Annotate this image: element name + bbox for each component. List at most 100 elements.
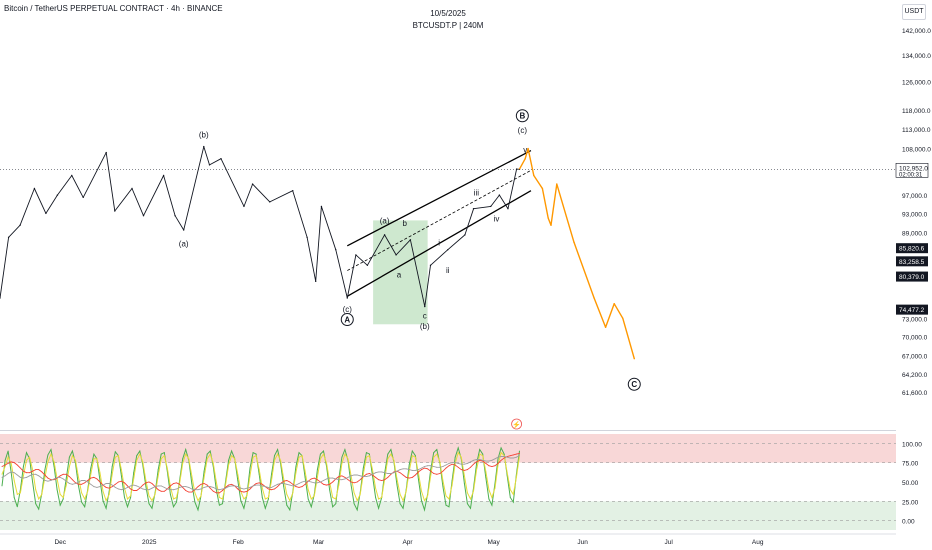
countdown-label: 02:00:31 bbox=[899, 172, 923, 178]
osc-point-2-147 bbox=[451, 463, 453, 465]
osc-point-0-84 bbox=[258, 473, 260, 475]
osc-point-0-68 bbox=[209, 450, 211, 452]
osc-point-1-32 bbox=[99, 472, 101, 474]
osc-point-0-41 bbox=[127, 506, 128, 508]
level-price-box bbox=[896, 243, 928, 254]
osc-point-3-92 bbox=[283, 483, 285, 484]
osc-point-1-130 bbox=[399, 493, 401, 495]
osc-point-0-42 bbox=[130, 497, 132, 498]
price-tick-label: 70,000.0 bbox=[902, 334, 928, 341]
osc-point-0-63 bbox=[194, 501, 196, 503]
osc-point-1-166 bbox=[509, 489, 511, 491]
osc-point-1-122 bbox=[375, 487, 377, 489]
osc-point-3-59 bbox=[182, 486, 184, 488]
osc-point-0-151 bbox=[463, 483, 465, 484]
osc-point-1-98 bbox=[301, 455, 303, 457]
osc-point-1-42 bbox=[130, 495, 132, 497]
osc-point-2-139 bbox=[427, 468, 429, 470]
osc-point-3-147 bbox=[451, 462, 453, 464]
osc-point-3-117 bbox=[359, 475, 361, 477]
osc-point-1-26 bbox=[81, 492, 83, 494]
osc-point-1-41 bbox=[127, 498, 128, 500]
osc-point-1-87 bbox=[267, 497, 269, 498]
wave-label: v bbox=[523, 145, 527, 154]
osc-point-0-40 bbox=[124, 497, 125, 498]
osc-point-1-33 bbox=[102, 490, 104, 492]
osc-point-1-1 bbox=[4, 466, 6, 467]
osc-point-2-46 bbox=[142, 484, 144, 486]
osc-point-2-11 bbox=[35, 469, 37, 471]
currency-button[interactable]: USDT bbox=[902, 4, 926, 20]
projection-point-2 bbox=[527, 147, 529, 150]
osc-point-2-8 bbox=[26, 472, 27, 474]
osc-point-1-30 bbox=[93, 458, 95, 460]
osc-point-3-70 bbox=[215, 488, 217, 490]
osc-point-2-156 bbox=[479, 459, 481, 461]
osc-point-1-131 bbox=[402, 500, 404, 502]
osc-point-2-95 bbox=[292, 483, 294, 485]
osc-point-2-66 bbox=[203, 483, 205, 484]
osc-point-1-97 bbox=[298, 456, 300, 458]
osc-point-1-3 bbox=[10, 462, 12, 464]
osc-point-2-65 bbox=[200, 483, 202, 485]
osc-point-0-131 bbox=[402, 507, 404, 509]
osc-point-2-56 bbox=[173, 483, 174, 484]
wave-label: iii bbox=[474, 188, 480, 197]
osc-point-1-95 bbox=[292, 492, 294, 494]
osc-point-2-137 bbox=[421, 469, 422, 471]
osc-point-0-129 bbox=[396, 484, 398, 486]
osc-point-1-75 bbox=[231, 455, 233, 457]
osc-point-2-87 bbox=[267, 488, 269, 490]
osc-point-0-116 bbox=[356, 509, 358, 511]
osc-point-2-14 bbox=[44, 474, 46, 476]
price-point-14 bbox=[182, 229, 185, 231]
osc-point-1-17 bbox=[53, 461, 55, 463]
osc-point-0-101 bbox=[310, 506, 312, 508]
osc-point-2-21 bbox=[65, 473, 67, 475]
osc-point-3-132 bbox=[405, 468, 407, 470]
osc-point-1-68 bbox=[209, 453, 211, 455]
wave-label: b bbox=[402, 219, 407, 228]
osc-point-3-122 bbox=[375, 472, 377, 474]
wave-circle-16 bbox=[627, 377, 641, 391]
projection-point-13 bbox=[633, 358, 635, 360]
pane-separator[interactable] bbox=[0, 430, 896, 431]
osc-point-1-8 bbox=[26, 459, 27, 461]
osc-point-1-150 bbox=[460, 456, 462, 458]
osc-point-2-37 bbox=[114, 483, 116, 485]
osc-point-2-103 bbox=[316, 479, 318, 481]
osc-point-1-151 bbox=[463, 475, 465, 477]
osc-point-3-94 bbox=[289, 484, 291, 486]
osc-point-0-96 bbox=[295, 466, 297, 467]
osc-point-3-64 bbox=[197, 489, 199, 491]
osc-point-1-46 bbox=[142, 461, 144, 463]
osc-point-3-169 bbox=[519, 455, 520, 457]
osc-point-1-93 bbox=[286, 493, 288, 495]
osc-point-2-112 bbox=[344, 476, 346, 478]
shaded-zone bbox=[373, 220, 428, 325]
osc-point-3-102 bbox=[313, 482, 315, 484]
osc-point-3-109 bbox=[335, 478, 337, 480]
osc-point-3-167 bbox=[512, 457, 514, 459]
osc-point-1-50 bbox=[154, 493, 156, 495]
osc-point-3-35 bbox=[108, 483, 110, 484]
osc-point-0-155 bbox=[476, 462, 478, 464]
osc-tick-label: 25.00 bbox=[902, 499, 919, 506]
osc-point-2-5 bbox=[16, 464, 18, 466]
osc-point-1-88 bbox=[271, 480, 272, 481]
price-tick-label: 93,000.0 bbox=[902, 211, 928, 218]
osc-point-2-19 bbox=[59, 475, 61, 477]
osc-point-3-36 bbox=[111, 484, 113, 486]
osc-point-3-45 bbox=[139, 486, 141, 488]
osc-point-3-161 bbox=[494, 458, 496, 460]
osc-point-0-10 bbox=[32, 481, 34, 483]
osc-point-3-65 bbox=[200, 488, 202, 490]
osc-point-0-146 bbox=[448, 506, 450, 508]
osc-point-3-29 bbox=[90, 483, 92, 485]
osc-point-1-16 bbox=[50, 453, 52, 455]
osc-point-3-30 bbox=[93, 486, 95, 488]
time-tick-label: 2025 bbox=[142, 539, 157, 546]
projection-point-3 bbox=[533, 174, 535, 177]
